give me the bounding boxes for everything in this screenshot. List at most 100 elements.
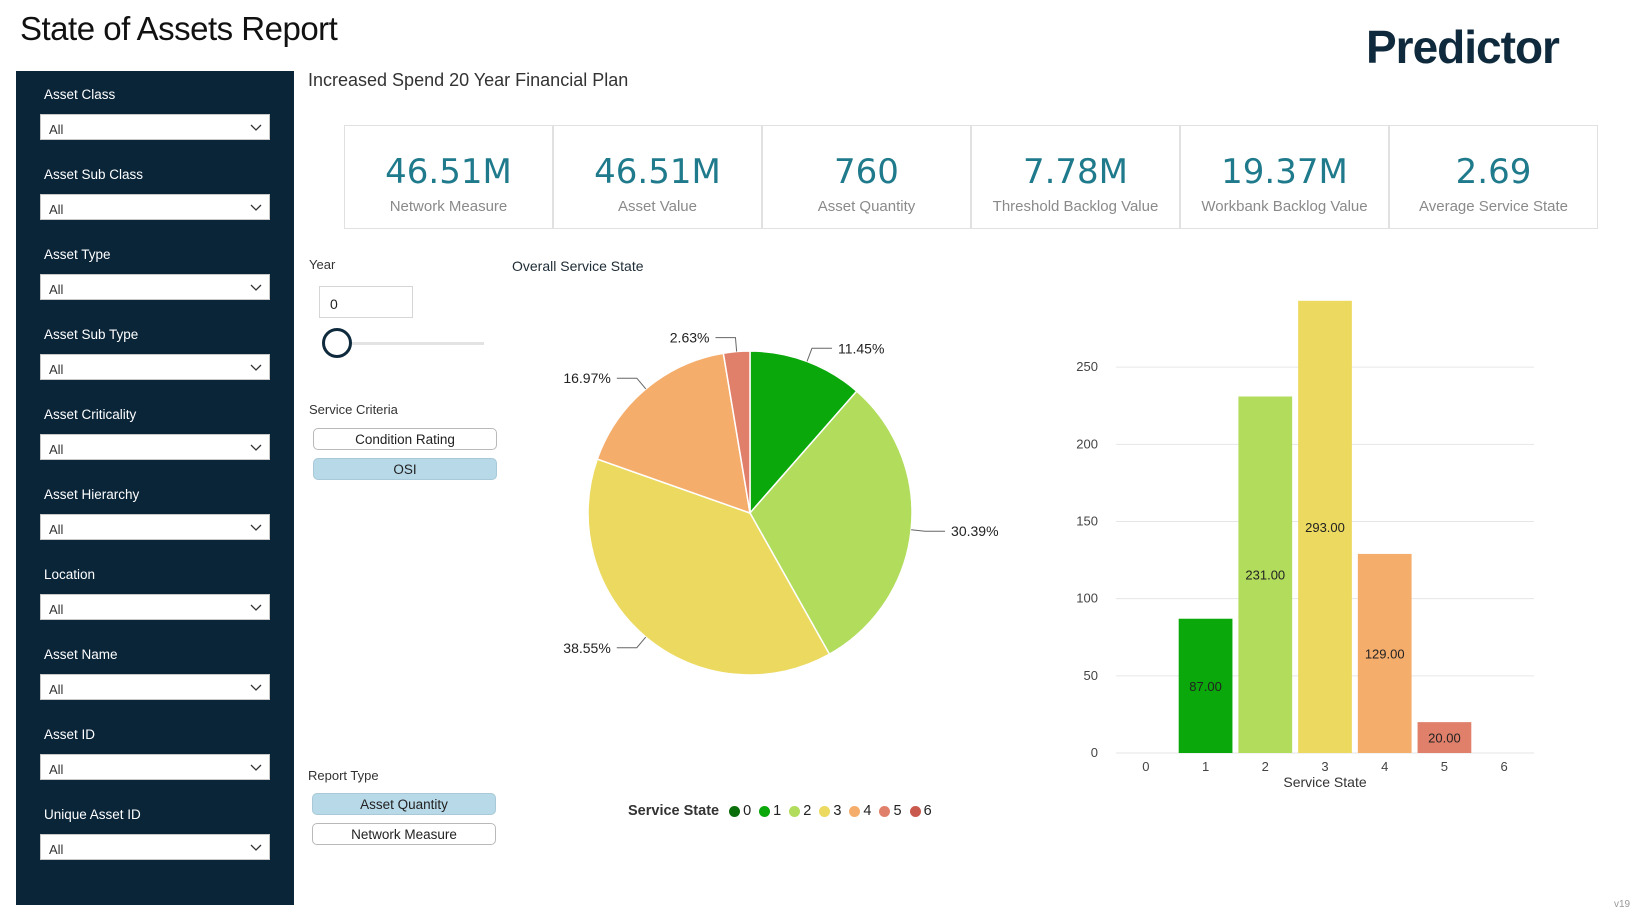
chevron-down-icon	[250, 764, 262, 771]
report-type-label: Report Type	[308, 768, 379, 783]
asset-sub-class-dropdown[interactable]: All	[40, 194, 270, 220]
filter-sidebar: Asset Class All Asset Sub Class All Asse…	[16, 71, 294, 905]
location-dropdown[interactable]: All	[40, 594, 270, 620]
dropdown-value: All	[49, 122, 64, 137]
bar-data-label: 231.00	[1245, 568, 1285, 583]
legend-label: 2	[803, 803, 812, 819]
pie-data-label: 30.39%	[951, 523, 998, 539]
filter-label: Asset Sub Type	[44, 327, 139, 342]
service-state-pie-chart: 11.45% 30.39% 38.55% 16.97% 2.63%	[563, 330, 999, 676]
x-tick-label: 6	[1501, 759, 1508, 774]
kpi-label: Average Service State	[1419, 198, 1568, 215]
bar-data-label: 293.00	[1305, 520, 1345, 535]
legend-label: 3	[833, 803, 842, 819]
pie-slice-3[interactable]	[587, 458, 831, 676]
legend-label: 1	[773, 803, 782, 819]
filter-asset-id: Asset ID All	[16, 711, 294, 791]
bar-state-3[interactable]	[1298, 300, 1352, 753]
x-tick-label: 2	[1262, 759, 1269, 774]
pie-slice-1[interactable]	[749, 350, 858, 515]
kpi-row: 46.51M Network Measure 46.51M Asset Valu…	[344, 125, 1606, 231]
asset-criticality-dropdown[interactable]: All	[40, 434, 270, 460]
bar-data-label: 20.00	[1428, 731, 1461, 746]
pie-leader-line	[616, 377, 647, 390]
dropdown-value: All	[49, 762, 64, 777]
legend-item[interactable]: 2	[789, 803, 811, 819]
y-tick-label: 200	[1076, 436, 1098, 451]
osi-button[interactable]: OSI	[313, 458, 497, 480]
bar-state-4[interactable]	[1357, 553, 1412, 753]
condition-rating-button[interactable]: Condition Rating	[313, 428, 497, 450]
bar-state-1[interactable]	[1178, 618, 1233, 753]
bar-state-5[interactable]	[1417, 722, 1472, 753]
y-tick-label: 250	[1076, 359, 1098, 374]
asset-quantity-button[interactable]: Asset Quantity	[312, 793, 496, 815]
asset-quantity-bar-chart: 0 50 100 150 200 250 0 87.00 1 231.00 2 293.00 3 129.…	[1076, 300, 1534, 790]
kpi-asset-value: 46.51M Asset Value	[553, 125, 762, 229]
filter-label: Asset Name	[44, 647, 118, 662]
x-tick-label: 3	[1321, 759, 1328, 774]
legend-dot	[819, 805, 831, 817]
legend-item[interactable]: 1	[759, 803, 781, 819]
y-tick-label: 50	[1084, 668, 1098, 683]
bar-data-label: 129.00	[1365, 646, 1405, 661]
x-tick-label: 0	[1142, 759, 1149, 774]
pie-leader-line	[806, 347, 832, 362]
legend-item[interactable]: 5	[879, 803, 902, 819]
y-tick-label: 150	[1076, 514, 1098, 529]
chevron-down-icon	[250, 284, 262, 291]
dropdown-value: All	[49, 602, 64, 617]
kpi-average-service-state: 2.69 Average Service State	[1389, 125, 1598, 229]
asset-name-dropdown[interactable]: All	[40, 674, 270, 700]
legend-label: 5	[893, 803, 902, 819]
pie-data-label: 38.55%	[563, 640, 610, 656]
filter-label: Asset Type	[44, 247, 111, 262]
bar-state-2[interactable]	[1238, 396, 1293, 753]
asset-hierarchy-dropdown[interactable]: All	[40, 514, 270, 540]
filter-label: Asset Class	[44, 87, 116, 102]
filter-asset-criticality: Asset Criticality All	[16, 391, 294, 471]
filter-label: Asset Hierarchy	[44, 487, 140, 502]
legend-dot	[909, 805, 921, 817]
pie-leader-line	[911, 529, 946, 532]
kpi-value: 19.37M	[1221, 152, 1348, 192]
year-input[interactable]: 0	[319, 286, 413, 318]
asset-class-dropdown[interactable]: All	[40, 114, 270, 140]
chevron-down-icon	[250, 524, 262, 531]
legend-title: Service State	[628, 803, 720, 819]
filter-asset-name: Asset Name All	[16, 631, 294, 711]
asset-sub-type-dropdown[interactable]: All	[40, 354, 270, 380]
service-criteria-label: Service Criteria	[309, 402, 398, 417]
legend-label: 4	[863, 803, 872, 819]
pie-leader-line	[715, 337, 738, 352]
network-measure-button[interactable]: Network Measure	[312, 823, 496, 845]
legend-item[interactable]: 0	[729, 803, 751, 819]
kpi-asset-quantity: 760 Asset Quantity	[762, 125, 971, 229]
unique-asset-id-dropdown[interactable]: All	[40, 834, 270, 860]
year-slider-track[interactable]	[352, 342, 484, 345]
version-label: v19	[1614, 899, 1631, 910]
legend-item[interactable]: 3	[819, 803, 841, 819]
filter-asset-type: Asset Type All	[16, 231, 294, 311]
chevron-down-icon	[250, 204, 262, 211]
pie-slice-5[interactable]	[722, 350, 751, 514]
year-value: 0	[330, 296, 338, 312]
asset-id-dropdown[interactable]: All	[40, 754, 270, 780]
legend-item[interactable]: 6	[909, 803, 932, 819]
chevron-down-icon	[250, 844, 262, 851]
chevron-down-icon	[250, 684, 262, 691]
filter-asset-class: Asset Class All	[16, 71, 294, 151]
asset-type-dropdown[interactable]: All	[40, 274, 270, 300]
dropdown-value: All	[49, 282, 64, 297]
kpi-threshold-backlog-value: 7.78M Threshold Backlog Value	[971, 125, 1180, 229]
kpi-network-measure: 46.51M Network Measure	[344, 125, 553, 229]
dropdown-value: All	[49, 842, 64, 857]
dropdown-value: All	[49, 522, 64, 537]
year-slider-handle[interactable]	[322, 328, 352, 358]
predictor-logo: Predictor	[1366, 21, 1560, 73]
pie-slice-4[interactable]	[596, 352, 751, 515]
x-tick-label: 5	[1441, 759, 1448, 774]
pie-chart-title: Overall Service State	[512, 258, 644, 274]
x-axis-title: Service State	[1283, 774, 1366, 790]
legend-item[interactable]: 4	[849, 803, 871, 819]
